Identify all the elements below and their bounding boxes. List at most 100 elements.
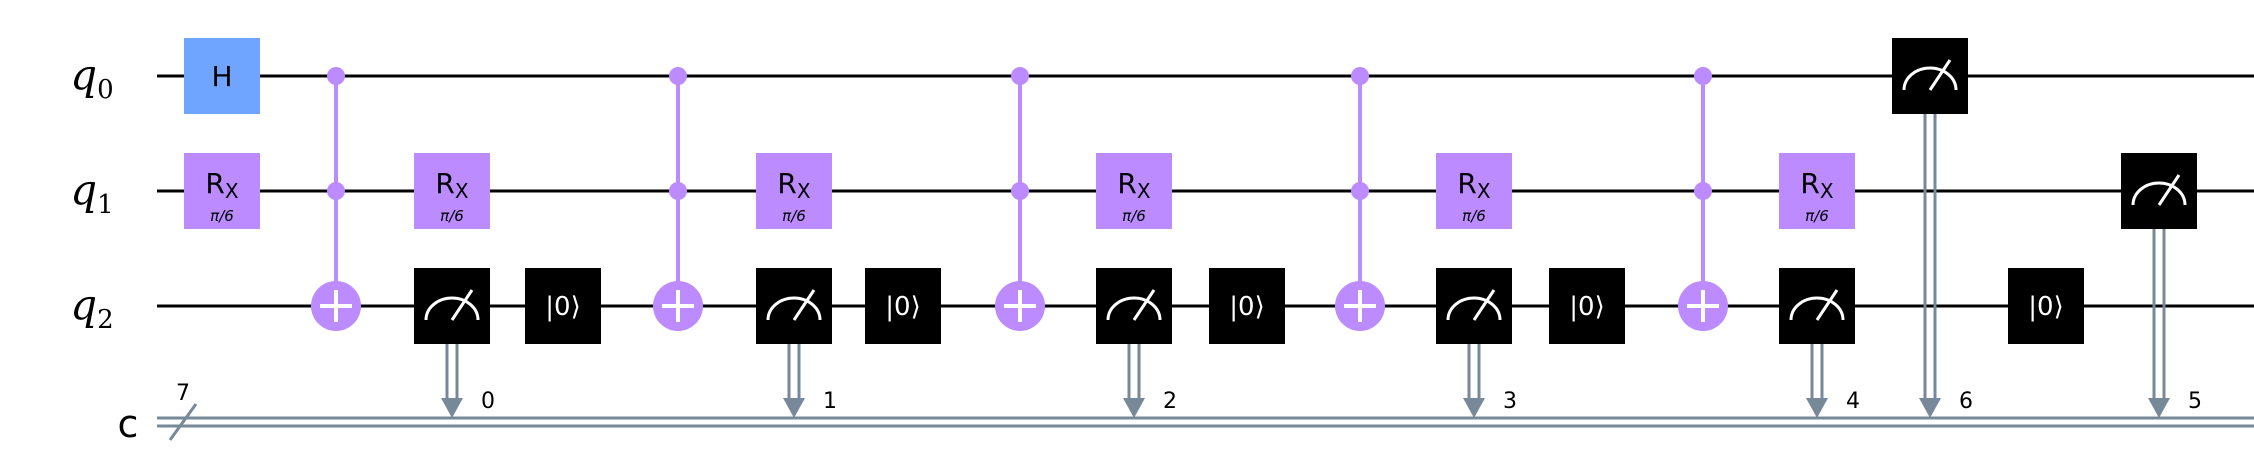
reset-gate-box	[865, 268, 941, 344]
meter-arc-icon	[766, 296, 822, 321]
measure-gate-box	[1779, 268, 1855, 344]
measure-gate-box	[2121, 153, 2197, 229]
measure-gate[interactable]: 4	[1779, 268, 1860, 418]
rx-gate-box	[184, 153, 260, 229]
control-dot	[1011, 67, 1029, 85]
gates: H RX π/6 RX π/6 0 |0⟩ RX π/6 1 |0⟩ RX π/6 2 |0⟩ RX π/6 3 |…	[184, 38, 2202, 418]
control-dot	[669, 182, 687, 200]
measure-gate-box	[1892, 38, 1968, 114]
hadamard-gate-box	[184, 38, 260, 114]
classical-bit-index: 2	[1163, 389, 1177, 414]
rx-gate-label: RX	[777, 167, 810, 203]
classical-bit-index: 5	[2188, 389, 2202, 414]
meter-arc-icon	[1446, 296, 1502, 321]
control-dot	[1694, 182, 1712, 200]
classical-register-width: 7	[176, 381, 190, 406]
meter-needle-icon	[1472, 289, 1496, 321]
classical-bit-index: 1	[823, 389, 837, 414]
rx-gate-box	[1436, 153, 1512, 229]
classical-bit-index: 0	[481, 389, 495, 414]
measure-gate[interactable]: 6	[1892, 38, 1973, 418]
classical-bundle-slash	[168, 403, 198, 441]
rx-gate-label: RX	[435, 167, 468, 203]
measure-arrowhead	[2148, 398, 2170, 418]
rx-gate-label: RX	[1117, 167, 1150, 203]
rx-gate-box	[1779, 153, 1855, 229]
control-dot	[669, 67, 687, 85]
reset-gate-box	[525, 268, 601, 344]
rx-gate-param: π/6	[782, 207, 806, 225]
control-dot	[1011, 182, 1029, 200]
rx-gate-param: π/6	[1462, 207, 1486, 225]
rx-gate-box	[1096, 153, 1172, 229]
measure-gate-box	[1096, 268, 1172, 344]
qubit-label-1: q1	[70, 165, 113, 220]
meter-arc-icon	[2131, 181, 2187, 206]
reset-gate-label: |0⟩	[2028, 292, 2063, 322]
reset-gate[interactable]: |0⟩	[525, 268, 601, 344]
measure-gate-box	[414, 268, 490, 344]
rx-gate[interactable]: RX π/6	[1436, 153, 1512, 229]
toffoli-gate[interactable]	[311, 67, 361, 331]
reset-gate-box	[2008, 268, 2084, 344]
meter-arc-icon	[1789, 296, 1845, 321]
rx-gate[interactable]: RX π/6	[414, 153, 490, 229]
rx-gate-box	[756, 153, 832, 229]
measure-arrowhead	[1919, 398, 1941, 418]
classical-bit-index: 3	[1503, 389, 1517, 414]
meter-needle-icon	[1815, 289, 1839, 321]
reset-gate[interactable]: |0⟩	[2008, 268, 2084, 344]
measure-arrowhead	[1123, 398, 1145, 418]
toffoli-gate[interactable]	[995, 67, 1045, 331]
reset-gate-box	[1549, 268, 1625, 344]
control-dot	[1351, 67, 1369, 85]
measure-gate[interactable]: 0	[414, 268, 495, 418]
qubit-label-0: q0	[70, 50, 113, 105]
rx-gate[interactable]: RX π/6	[1779, 153, 1855, 229]
reset-gate-label: |0⟩	[545, 292, 580, 322]
rx-gate-param: π/6	[210, 207, 234, 225]
measure-gate[interactable]: 2	[1096, 268, 1177, 418]
rx-gate-label: RX	[205, 167, 238, 203]
control-dot	[1694, 67, 1712, 85]
reset-gate-box	[1209, 268, 1285, 344]
rx-gate-param: π/6	[1122, 207, 1146, 225]
reset-gate[interactable]: |0⟩	[1549, 268, 1625, 344]
rx-gate[interactable]: RX π/6	[1096, 153, 1172, 229]
rx-gate[interactable]: RX π/6	[756, 153, 832, 229]
classical-register-label: c	[118, 402, 139, 446]
qubit-label-2: q2	[70, 280, 113, 335]
reset-gate[interactable]: |0⟩	[1209, 268, 1285, 344]
rx-gate-label: RX	[1800, 167, 1833, 203]
wires	[157, 74, 2254, 441]
measure-gate[interactable]: 1	[756, 268, 837, 418]
measure-gate-box	[756, 268, 832, 344]
rx-gate-param: π/6	[440, 207, 464, 225]
meter-needle-icon	[1928, 59, 1952, 91]
rx-gate-param: π/6	[1805, 207, 1829, 225]
measure-arrowhead	[441, 398, 463, 418]
meter-arc-icon	[1902, 66, 1958, 91]
control-dot	[327, 67, 345, 85]
measure-gate[interactable]: 5	[2121, 153, 2202, 418]
measure-arrowhead	[783, 398, 805, 418]
meter-needle-icon	[1132, 289, 1156, 321]
meter-arc-icon	[424, 296, 480, 321]
reset-gate-label: |0⟩	[1569, 292, 1604, 322]
measure-gate[interactable]: 3	[1436, 268, 1517, 418]
reset-gate[interactable]: |0⟩	[865, 268, 941, 344]
control-dot	[327, 182, 345, 200]
reset-gate-label: |0⟩	[885, 292, 920, 322]
meter-needle-icon	[2157, 174, 2181, 206]
measure-arrowhead	[1463, 398, 1485, 418]
reset-gate-label: |0⟩	[1229, 292, 1264, 322]
toffoli-gate[interactable]	[1678, 67, 1728, 331]
rx-gate-label: RX	[1457, 167, 1490, 203]
register-labels: q0 q1 q2 c 7	[70, 50, 190, 446]
toffoli-gate[interactable]	[1335, 67, 1385, 331]
hadamard-gate[interactable]: H	[184, 38, 260, 114]
toffoli-gate[interactable]	[653, 67, 703, 331]
meter-needle-icon	[450, 289, 474, 321]
rx-gate[interactable]: RX π/6	[184, 153, 260, 229]
